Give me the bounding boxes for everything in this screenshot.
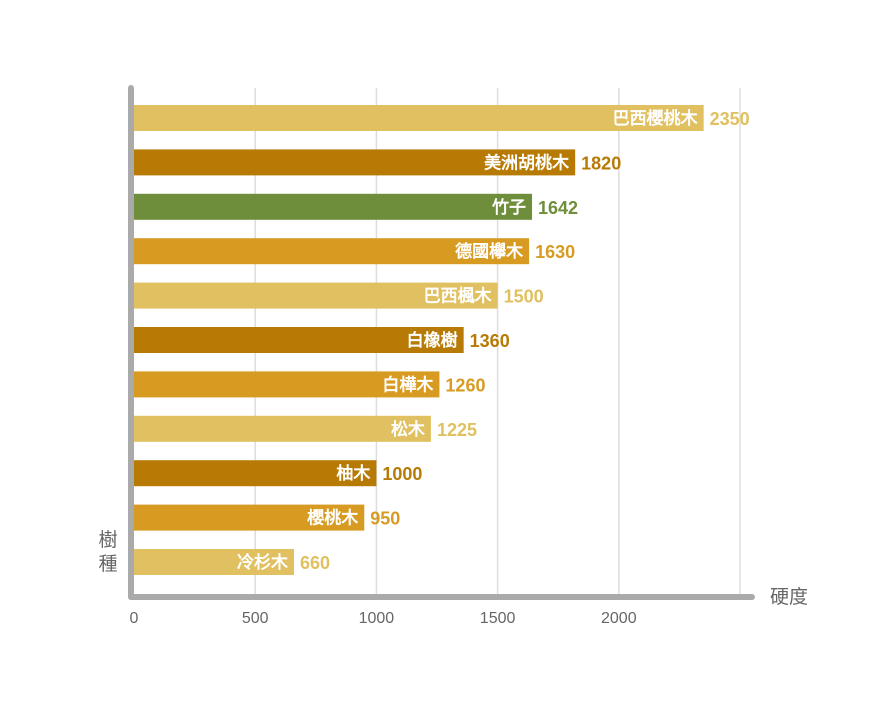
bar-value-label: 950 [370, 509, 400, 529]
bar-value-label: 660 [300, 553, 330, 573]
bar-value-label: 1642 [538, 198, 578, 218]
bar [134, 371, 440, 398]
y-axis-title: 樹種 [98, 529, 117, 575]
bar-category-label: 白樺木 [382, 374, 434, 395]
x-tick-label: 0 [130, 610, 139, 627]
bar [134, 549, 294, 575]
bar-category-label: 竹子 [491, 197, 526, 218]
bar-value-label: 1225 [437, 420, 477, 440]
bar-value-label: 1500 [504, 287, 544, 307]
bar-value-label: 1000 [382, 464, 422, 484]
bar-category-label: 柚木 [336, 463, 371, 484]
bar [134, 282, 498, 309]
bar-category-label: 巴西櫻桃木 [613, 108, 699, 129]
x-axis-title: 硬度 [770, 586, 808, 608]
bar-category-label: 巴西楓木 [424, 286, 493, 307]
bar [134, 193, 533, 220]
bar [134, 504, 365, 531]
bar [134, 105, 704, 131]
bar-category-label: 白橡樹 [407, 330, 458, 351]
bar [134, 149, 576, 176]
bar [134, 327, 464, 353]
bar-category-label: 冷杉木 [237, 552, 289, 573]
bar-value-label: 1630 [535, 242, 575, 262]
bar-value-label: 1260 [445, 375, 485, 395]
x-tick-label: 1500 [480, 610, 516, 627]
x-tick-label: 2000 [601, 610, 637, 627]
x-tick-label: 1000 [359, 610, 395, 627]
bar [134, 460, 377, 487]
bar-category-label: 美洲胡桃木 [484, 152, 570, 173]
bar-category-label: 櫻桃木 [306, 508, 359, 529]
x-tick-label: 500 [242, 610, 269, 627]
bar-category-label: 松木 [391, 419, 426, 440]
bar-category-label: 德國欅木 [455, 241, 524, 262]
bar-value-label: 1820 [581, 153, 621, 173]
bar [134, 238, 530, 265]
bar-value-label: 2350 [710, 109, 750, 129]
bar-value-label: 1360 [470, 331, 510, 351]
bar [134, 415, 431, 442]
